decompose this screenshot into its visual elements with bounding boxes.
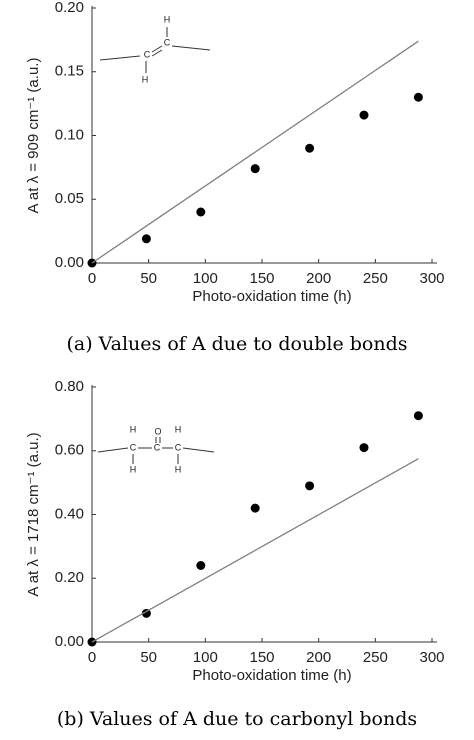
y-axis-label: A at λ = 909 cm⁻¹ (a.u.) (25, 58, 42, 214)
inset-bond (151, 45, 163, 53)
data-point (141, 608, 151, 618)
y-tick-label: 0.20 (55, 569, 84, 586)
y-tick-label: 0.00 (55, 254, 84, 271)
y-tick-label: 0.00 (55, 633, 84, 650)
fit-line (91, 458, 419, 643)
inset-bond (97, 447, 129, 453)
y-tick-label: 0.20 (55, 0, 84, 16)
x-tick-label: 100 (193, 270, 218, 287)
data-point (196, 207, 206, 217)
y-tick-label: 0.10 (55, 126, 84, 143)
caption: (b) Values of A due to carbonyl bonds (57, 708, 417, 730)
y-tick-label: 0.80 (55, 378, 84, 395)
inset-atom: O (154, 426, 161, 436)
inset-bond (99, 55, 141, 61)
x-tick-label: 300 (419, 649, 444, 666)
x-tick-label: 200 (306, 270, 331, 287)
x-tick-label: 100 (193, 649, 218, 666)
inset-atom: C (130, 442, 137, 452)
x-tick-label: 50 (140, 270, 157, 287)
caption: (a) Values of A due to double bonds (66, 333, 407, 355)
y-tick-label: 0.60 (55, 442, 84, 459)
data-point (141, 234, 151, 244)
data-point (305, 143, 315, 153)
data-point (413, 411, 423, 421)
y-tick-label: 0.40 (55, 505, 84, 522)
x-tick-label: 150 (249, 649, 274, 666)
inset-atom: H (175, 464, 182, 474)
inset-atom: H (164, 14, 171, 24)
chart: 0.00 0.05 0.10 0.15 0.20 0 50 100 150 200 250 300 Ph… (25, 0, 445, 355)
inset-atom: H (142, 74, 149, 84)
data-point (359, 110, 369, 120)
inset-bond (171, 45, 211, 51)
x-tick-label: 0 (88, 270, 96, 287)
fit-line (91, 40, 419, 264)
x-tick-label: 250 (363, 270, 388, 287)
inset-atom: H (175, 424, 182, 434)
inset-atom: C (154, 442, 161, 452)
data-point (413, 92, 423, 102)
inset-atom: C (175, 442, 182, 452)
x-axis-label: Photo-oxidation time (h) (192, 667, 351, 684)
x-tick-label: 50 (140, 649, 157, 666)
x-tick-label: 200 (306, 649, 331, 666)
data-point (250, 503, 260, 513)
inset-atom: H (130, 424, 137, 434)
x-axis-label: Photo-oxidation time (h) (192, 288, 351, 305)
chart: 0.00 0.20 0.40 0.60 0.80 0 50 100 150 200 250 300 Ph… (25, 378, 445, 730)
inset-atom: C (164, 37, 171, 47)
inset-bond (182, 447, 215, 453)
x-tick-label: 150 (249, 270, 274, 287)
data-point (305, 481, 315, 491)
y-axis-label: A at λ = 1718 cm⁻¹ (a.u.) (25, 432, 42, 596)
inset-atom: C (144, 49, 151, 59)
inset-atom: H (130, 464, 137, 474)
data-point (196, 561, 206, 570)
inset-bond (151, 49, 163, 57)
x-tick-label: 0 (88, 649, 96, 666)
data-point (359, 443, 369, 453)
y-tick-label: 0.05 (55, 190, 84, 207)
x-tick-label: 300 (419, 270, 444, 287)
data-point (250, 164, 260, 174)
y-tick-label: 0.15 (55, 63, 84, 80)
x-tick-label: 250 (363, 649, 388, 666)
